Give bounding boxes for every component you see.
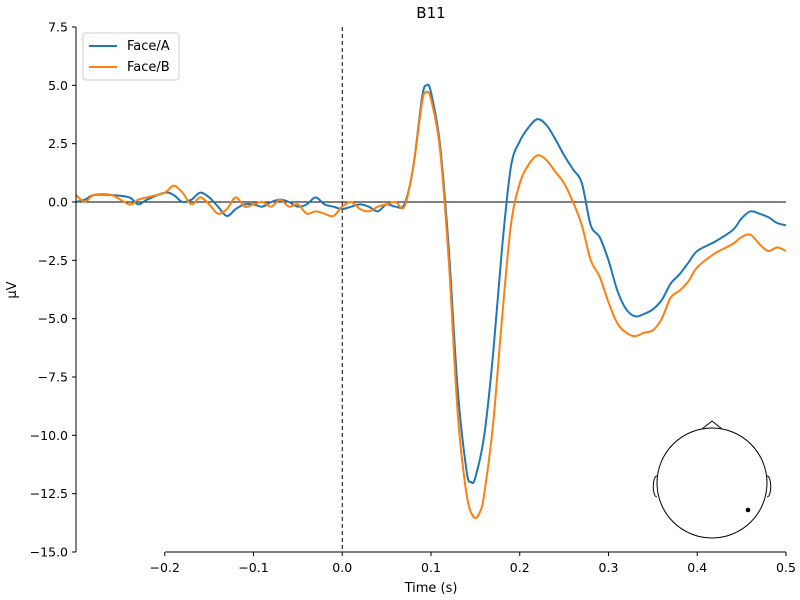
x-tick-label: −0.1	[238, 560, 268, 575]
y-tick-label: −12.5	[30, 486, 68, 501]
x-tick-label: 0.3	[599, 560, 619, 575]
sensor-marker	[745, 507, 751, 513]
axes: 7.55.02.50.0−2.5−5.0−7.5−10.0−12.5−15.0 …	[30, 20, 796, 576]
y-tick-label: −10.0	[30, 428, 68, 443]
series-line-face-b	[75, 90, 787, 520]
plot-area	[75, 27, 787, 552]
x-tick-label: 0.2	[510, 560, 530, 575]
y-tick-label: 7.5	[48, 20, 68, 35]
x-tick-label: 0.4	[687, 560, 707, 575]
y-tick-label: −7.5	[38, 370, 68, 385]
y-tick-label: 5.0	[48, 78, 68, 93]
y-tick-label: −5.0	[38, 311, 68, 326]
legend-frame	[82, 32, 180, 81]
y-tick-label: 0.0	[48, 195, 68, 210]
x-ticks: −0.2 −0.1 0.0 0.1 0.2 0.3 0.4 0.5	[150, 552, 796, 575]
x-tick-label: 0.1	[421, 560, 441, 575]
y-tick-label: −2.5	[38, 253, 68, 268]
legend-label-face-b: Face/B	[127, 60, 170, 75]
right-ear-icon	[766, 475, 772, 498]
x-axis-label: Time (s)	[404, 581, 458, 596]
y-axis-label: µV	[5, 281, 20, 298]
x-tick-label: −0.2	[150, 560, 180, 575]
series-line-face-a	[75, 83, 787, 485]
legend: Face/A Face/B	[82, 32, 180, 81]
y-tick-label: −15.0	[30, 545, 68, 560]
sensor-location-inset	[652, 420, 772, 539]
x-tick-label: 0.0	[332, 560, 352, 575]
chart-title: B11	[416, 4, 445, 22]
y-ticks: 7.5 5.0 2.5 0.0 −2.5 −5.0 −7.5 −10.0 −12.5 −15.0	[30, 20, 76, 560]
x-tick-label: 0.5	[776, 560, 796, 575]
head-outline	[656, 427, 768, 539]
y-tick-label: 2.5	[48, 136, 68, 151]
nose-icon	[701, 420, 723, 430]
legend-label-face-a: Face/A	[127, 39, 170, 54]
left-ear-icon	[652, 475, 658, 498]
